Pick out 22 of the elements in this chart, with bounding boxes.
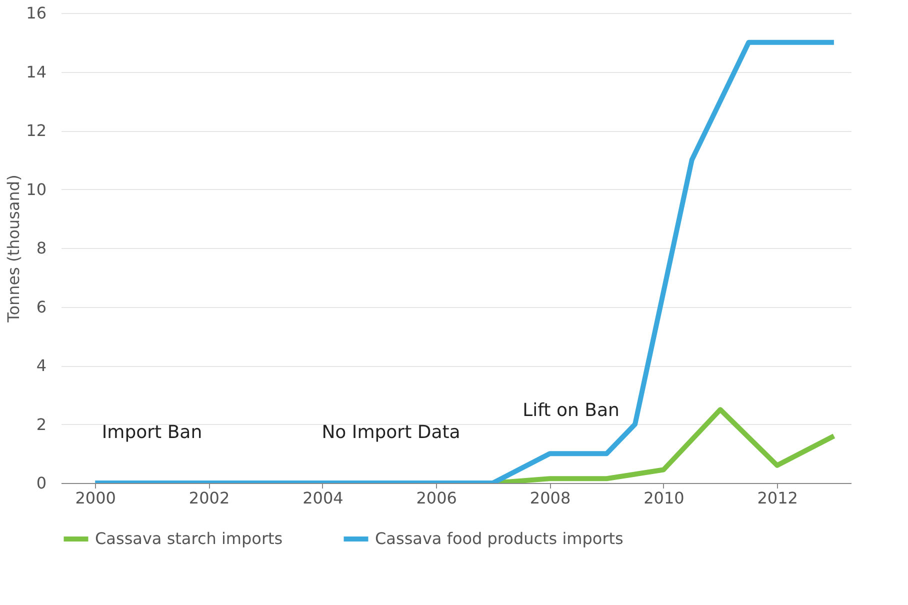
y-tick-label: 8 [36, 238, 46, 258]
x-tick-label: 2008 [530, 488, 571, 508]
y-tick-label: 2 [36, 414, 46, 434]
legend-label: Cassava food products imports [375, 529, 624, 548]
y-tick-label: 6 [36, 297, 46, 316]
x-tick-label: 2012 [757, 488, 798, 508]
x-tick-label: 2004 [302, 488, 344, 508]
annotation: Import Ban [102, 422, 202, 443]
y-tick-label: 4 [36, 356, 46, 375]
x-tick-label: 2002 [188, 488, 230, 508]
annotation: No Import Data [322, 422, 460, 443]
y-tick-label: 16 [26, 4, 46, 22]
y-tick-label: 10 [26, 180, 46, 199]
legend-label: Cassava starch imports [95, 529, 283, 548]
x-tick-label: 2006 [416, 488, 457, 508]
y-tick-label: 14 [26, 62, 46, 82]
y-tick-label: 0 [36, 474, 46, 492]
x-tick-label: 2000 [75, 488, 116, 508]
x-tick-label: 2010 [644, 488, 684, 508]
y-axis-title: Tonnes (thousand) [4, 174, 24, 324]
annotation: Lift on Ban [522, 400, 620, 421]
y-tick-label: 12 [26, 121, 46, 140]
